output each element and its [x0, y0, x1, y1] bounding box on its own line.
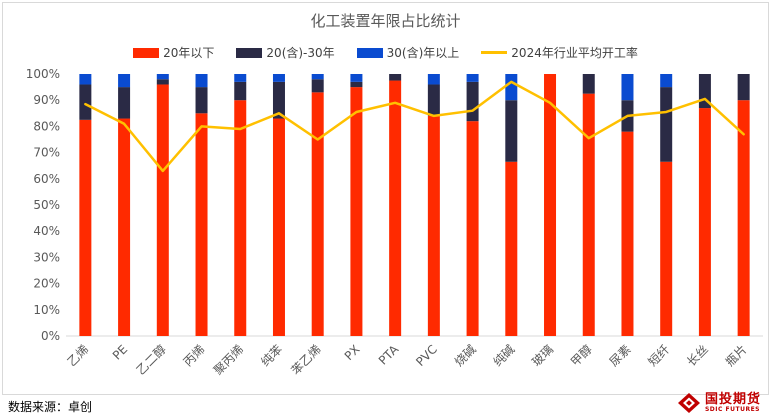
- bar-segment: [737, 74, 750, 101]
- bar-segment: [660, 87, 673, 162]
- legend-label-over30: 30(含)年以上: [386, 46, 460, 60]
- x-tick-label: PX: [342, 342, 363, 363]
- bar-segment: [156, 84, 169, 336]
- x-tick-label: 乙烯: [65, 342, 92, 369]
- y-tick-label: 10%: [33, 303, 60, 317]
- bar-segment: [234, 100, 247, 336]
- x-tick-label: 长丝: [684, 342, 711, 369]
- bar-segment: [427, 115, 440, 336]
- chart-title: 化工装置年限占比统计: [310, 12, 461, 30]
- bar-segment: [621, 131, 634, 336]
- bar-segment: [427, 84, 440, 116]
- x-tick-label: 甲醇: [567, 342, 595, 370]
- bar-segment: [350, 74, 363, 82]
- legend-item-under20: 20年以下: [133, 44, 214, 61]
- x-tick-label: 尿素: [607, 342, 634, 369]
- bar-segment: [350, 81, 363, 88]
- bar-segment: [234, 74, 247, 82]
- bar-segment: [195, 87, 208, 114]
- y-tick-label: 90%: [33, 93, 60, 107]
- bar-segment: [195, 74, 208, 88]
- x-tick-label: 纯苯: [258, 342, 285, 369]
- x-tick-label: 纯碱: [491, 342, 518, 369]
- legend-item-utilization: 2024年行业平均开工率: [481, 44, 638, 61]
- chart-frame: [2, 2, 769, 395]
- y-tick-label: 20%: [33, 277, 60, 291]
- y-tick-label: 60%: [33, 172, 60, 186]
- bar-segment: [118, 87, 131, 119]
- bar-segment: [79, 84, 92, 120]
- bar-segment: [311, 79, 324, 93]
- bar-segment: [505, 161, 518, 336]
- bar-segment: [737, 100, 750, 336]
- brand-name: 国投期货: [704, 392, 761, 407]
- bar-segment: [621, 74, 634, 101]
- x-tick-label: 丙烯: [181, 342, 208, 369]
- legend-item-over30: 30(含)年以上: [356, 44, 460, 61]
- y-tick-label: 80%: [33, 119, 60, 133]
- bar-segment: [272, 74, 285, 82]
- legend-swatch-utilization: [481, 51, 508, 54]
- x-tick-label: 乙二醇: [133, 342, 169, 378]
- bar-segment: [466, 81, 479, 122]
- bar-segment: [427, 74, 440, 85]
- legend-swatch-over30: [356, 47, 383, 58]
- bar-segment: [389, 74, 402, 81]
- y-tick-label: 50%: [33, 198, 60, 212]
- x-tick-label: PTA: [376, 342, 402, 368]
- legend-label-mid: 20(含)-30年: [266, 46, 335, 60]
- y-tick-label: 0%: [41, 329, 60, 343]
- bar-segment: [544, 74, 557, 336]
- bar-segment: [79, 119, 92, 336]
- bar-segment: [234, 81, 247, 101]
- x-tick-label: 玻璃: [529, 342, 556, 369]
- bar-segment: [582, 93, 595, 337]
- bar-segment: [311, 74, 324, 80]
- bar-segment: [79, 74, 92, 85]
- bar-segment: [505, 100, 518, 162]
- x-tick-label: PVC: [413, 342, 440, 369]
- bar-segment: [156, 74, 169, 80]
- bar-segment: [311, 92, 324, 336]
- sdic-logo-icon: [677, 393, 700, 413]
- bar-segment: [505, 74, 518, 101]
- y-tick-label: 30%: [33, 250, 60, 264]
- bar-segment: [660, 74, 673, 88]
- bar-segment: [466, 74, 479, 82]
- bar-segment: [156, 79, 169, 85]
- y-tick-label: 100%: [26, 67, 60, 81]
- bar-segment: [660, 161, 673, 336]
- legend: 20年以下 20(含)-30年 30(含)年以上 2024年行业平均开工率: [0, 44, 771, 61]
- legend-label-utilization: 2024年行业平均开工率: [511, 46, 638, 60]
- bar-segment: [118, 74, 131, 88]
- bar-segment: [698, 108, 711, 336]
- utilization-line: [84, 80, 745, 173]
- bar-segment: [118, 118, 131, 336]
- legend-item-mid: 20(含)-30年: [236, 44, 335, 61]
- bar-segment: [466, 121, 479, 336]
- x-tick-label: 瓶片: [723, 342, 750, 369]
- legend-swatch-mid: [236, 47, 263, 58]
- legend-swatch-under20: [133, 47, 160, 58]
- x-tick-label: 聚丙烯: [211, 342, 246, 377]
- x-tick-label: PE: [110, 342, 130, 362]
- data-source: 数据来源：卓创: [8, 400, 93, 414]
- bar-segment: [350, 87, 363, 336]
- bar-segment: [389, 80, 402, 336]
- y-tick-label: 40%: [33, 224, 60, 238]
- bar-segment: [272, 118, 285, 336]
- x-tick-label: 烧碱: [452, 342, 479, 369]
- y-tick-label: 70%: [33, 146, 60, 160]
- x-tick-label: 短纤: [645, 342, 672, 369]
- brand-logo: 国投期货 SDIC FUTURES: [677, 392, 761, 413]
- legend-label-under20: 20年以下: [163, 46, 215, 60]
- brand-name-en: SDIC FUTURES: [704, 406, 760, 413]
- bar-segment: [272, 81, 285, 119]
- bar-segment: [582, 74, 595, 94]
- bar-segment: [195, 113, 208, 336]
- x-tick-label: 苯乙烯: [288, 342, 323, 377]
